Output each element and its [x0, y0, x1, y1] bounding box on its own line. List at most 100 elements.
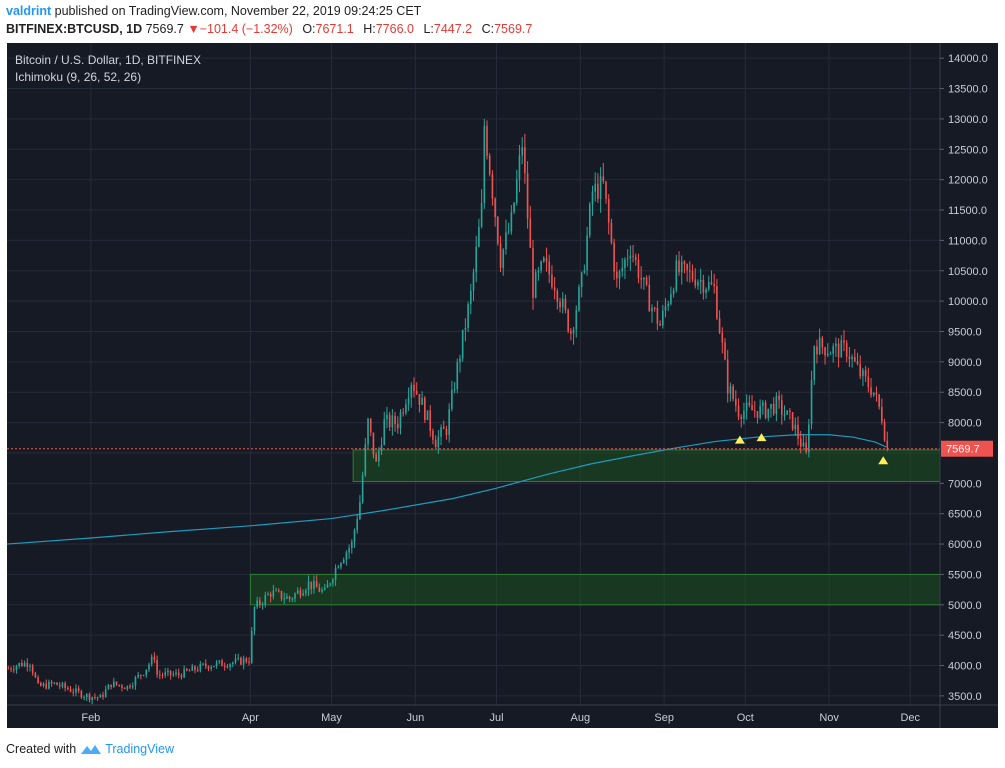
candle-body: [651, 307, 653, 312]
candle-body: [215, 662, 218, 667]
candle-body: [164, 672, 167, 676]
candle-body: [418, 394, 421, 405]
candle-body: [83, 697, 85, 699]
candle-body: [840, 340, 843, 358]
price-tick-label: 6000.0: [948, 539, 982, 551]
footer: Created with TradingView: [6, 742, 174, 756]
candle-body: [131, 685, 134, 688]
candle-body: [434, 439, 437, 448]
candle-body: [602, 176, 605, 182]
candle-body: [432, 430, 434, 440]
price-tick-label: 8500.0: [948, 387, 982, 399]
price-tick-label: 7000.0: [948, 478, 982, 490]
candle-body: [770, 403, 772, 409]
candle-body: [167, 670, 169, 673]
candle-body: [735, 399, 737, 406]
candle-body: [762, 402, 764, 406]
candle-body: [183, 668, 185, 678]
candle-body: [437, 436, 440, 448]
time-tick-label: Aug: [571, 712, 591, 724]
candle-body: [729, 386, 732, 394]
candle-body: [494, 198, 496, 217]
tradingview-link[interactable]: TradingView: [105, 742, 174, 756]
candle-body: [110, 684, 112, 688]
support-zone: [352, 449, 941, 482]
candle-body: [18, 662, 20, 667]
candle-body: [772, 403, 775, 414]
candle-body: [469, 290, 472, 305]
candle-body: [626, 258, 629, 260]
candle-body: [586, 235, 588, 270]
low-label: L:: [423, 22, 434, 36]
candle-body: [405, 404, 407, 413]
price-tick-label: 9000.0: [948, 357, 982, 369]
candles: [7, 118, 889, 705]
candle-body: [213, 666, 215, 668]
candle-body: [50, 681, 53, 684]
candle-body: [280, 590, 283, 599]
candle-body: [359, 502, 361, 520]
candle-body: [99, 694, 102, 698]
candle-body: [334, 567, 337, 580]
candle-body: [424, 397, 426, 421]
price-tick-label: 5000.0: [948, 600, 982, 612]
price-tick-label: 3500.0: [948, 691, 982, 703]
candle-body: [559, 301, 561, 308]
candle-body: [597, 183, 599, 199]
price-axis: 3500.0 4000.0 4500.0 5000.0 5500.0 6000.0 6500…: [939, 43, 988, 728]
candle-body: [667, 303, 670, 307]
time-tick-label: Apr: [242, 712, 259, 724]
time-tick-label: Jul: [489, 712, 503, 724]
candle-body: [126, 685, 129, 690]
candle-body: [580, 272, 583, 288]
candle-body: [207, 666, 210, 669]
chart-title: Bitcoin / U.S. Dollar, 1D, BITFINEX: [15, 53, 201, 67]
candle-body: [545, 257, 548, 262]
candle-body: [313, 580, 315, 589]
high-value: 7766.0: [375, 22, 414, 36]
candle-body: [526, 173, 529, 219]
candle-body: [58, 685, 61, 687]
candle-body: [237, 657, 240, 659]
price-tick-label: 4000.0: [948, 661, 982, 673]
created-with-text: Created with: [6, 742, 77, 756]
candle-body: [705, 289, 707, 293]
candle-body: [575, 310, 578, 330]
candle-body: [123, 687, 126, 690]
candle-body: [356, 519, 359, 531]
candle-body: [410, 384, 413, 398]
candle-body: [269, 593, 272, 597]
candle-body: [415, 390, 418, 395]
price-axis-background: [940, 43, 998, 728]
last-price-tag: [941, 440, 993, 457]
close-value: 7569.7: [494, 22, 533, 36]
candle-body: [683, 261, 686, 265]
candle-body: [794, 424, 797, 430]
candle-body: [616, 271, 618, 279]
candle-body: [867, 376, 870, 388]
candle-body: [767, 408, 770, 418]
candle-body: [248, 661, 250, 663]
candle-body: [464, 327, 467, 330]
time-tick-label: May: [321, 712, 342, 724]
candle-body: [148, 664, 150, 670]
candle-body: [718, 318, 721, 333]
moving-average-line: [6, 434, 887, 545]
candle-body: [875, 392, 878, 395]
candle-body: [180, 675, 183, 678]
candle-body: [310, 581, 313, 589]
candle-body: [26, 662, 29, 667]
candle-body: [53, 682, 56, 684]
candle-body: [380, 444, 383, 451]
candle-body: [348, 548, 350, 553]
candle-body: [429, 410, 432, 431]
price-tick-label: 5500.0: [948, 569, 982, 581]
candle-body: [864, 370, 867, 377]
candle-body: [808, 424, 810, 453]
candle-body: [242, 658, 245, 665]
candle-body: [261, 604, 264, 606]
tradingview-logo-icon: [81, 745, 102, 754]
publisher-username[interactable]: valdrint: [6, 4, 52, 18]
candle-body: [145, 669, 148, 676]
